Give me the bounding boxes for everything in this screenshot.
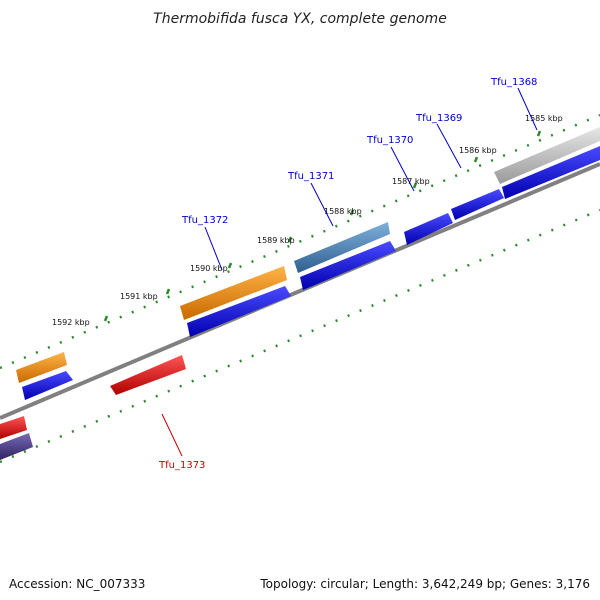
gene-label-tfu-1371: Tfu_1371 <box>287 171 334 182</box>
major-tick <box>227 262 233 269</box>
major-tick <box>165 288 171 295</box>
cds-tfu-1373[interactable] <box>110 355 186 395</box>
cds-tfu-1368[interactable] <box>502 146 600 199</box>
cds-left[interactable] <box>22 371 73 400</box>
tick-label: 1591 kbp <box>120 292 158 301</box>
major-tick <box>412 182 418 189</box>
tick-label: 1586 kbp <box>459 146 497 155</box>
cds-tfu-1371[interactable] <box>300 241 396 290</box>
tick-label: 1585 kbp <box>525 114 563 123</box>
major-tick <box>536 130 542 137</box>
map-title: Thermobifida fusca YX, complete genome <box>153 11 447 27</box>
cds-tfu-1372[interactable] <box>187 286 291 337</box>
gene-label-tfu-1370: Tfu_1370 <box>366 135 413 146</box>
major-tick <box>287 236 293 243</box>
major-tick <box>349 209 355 216</box>
tick-label: 1590 kbp <box>190 264 228 273</box>
callout-line-tfu-1369 <box>436 123 462 169</box>
topology-text: Topology: circular; Length: 3,642,249 bp… <box>260 577 590 591</box>
gene-label-tfu-1368: Tfu_1368 <box>490 77 537 88</box>
gene-label-tfu-1369: Tfu_1369 <box>415 113 462 124</box>
tick-label: 1588 kbp <box>324 207 362 216</box>
feature-red-left[interactable] <box>0 416 27 439</box>
feature-tfu-1372[interactable] <box>180 266 287 320</box>
callout-line-tfu-1373 <box>161 413 183 457</box>
tick-label: 1589 kbp <box>257 236 295 245</box>
major-ticks <box>103 130 542 322</box>
callout-line-tfu-1370 <box>390 146 415 192</box>
accession-text: Accession: NC_007333 <box>9 577 146 591</box>
cds-tfu-1369[interactable] <box>451 189 504 220</box>
feature-purple-left[interactable] <box>0 433 33 460</box>
callout-line-tfu-1371 <box>310 182 334 227</box>
callout-line-tfu-1368 <box>517 87 538 131</box>
callout-lines <box>161 87 538 457</box>
tick-label: 1587 kbp <box>392 177 430 186</box>
gene-label-tfu-1373: Tfu_1373 <box>158 460 205 471</box>
cds-tfu-1370[interactable] <box>404 213 453 245</box>
feature-tfu-1371[interactable] <box>294 222 390 273</box>
outer-tick-ring <box>0 113 600 370</box>
major-tick <box>473 156 479 163</box>
genome-backbone <box>0 162 600 420</box>
feature-orange-left[interactable] <box>16 352 67 383</box>
callout-line-tfu-1372 <box>204 226 223 271</box>
major-tick <box>103 315 109 322</box>
gene-label-tfu-1372: Tfu_1372 <box>181 215 228 226</box>
inner-tick-ring <box>0 208 600 464</box>
tick-label: 1592 kbp <box>52 318 90 327</box>
feature-tfu-1368[interactable] <box>494 127 600 184</box>
